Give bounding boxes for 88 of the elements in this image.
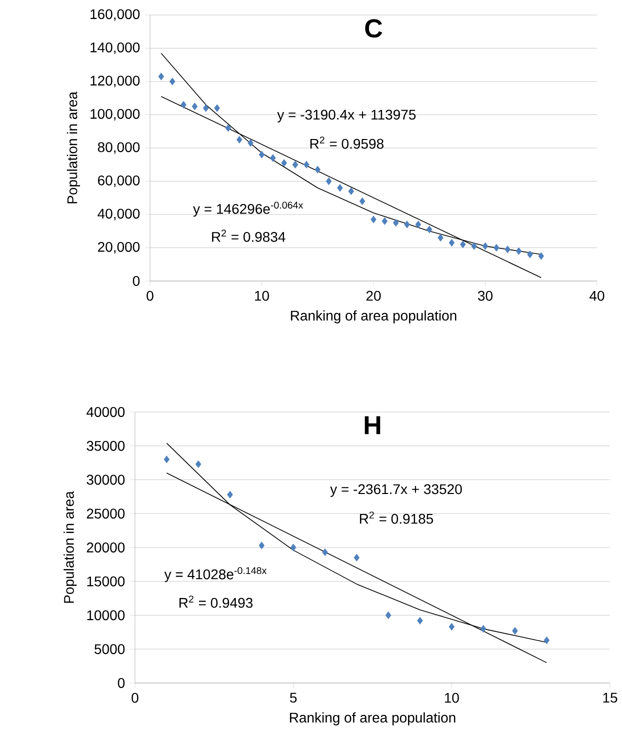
- y-axis-title: Population in area: [63, 491, 76, 603]
- y-tick-label: 35000: [86, 440, 124, 451]
- y-tick-label: 20000: [86, 542, 124, 552]
- y-tick-label: 0: [118, 678, 124, 688]
- y-tick-label: 80,000: [98, 142, 140, 154]
- y-tick-label: 120,000: [90, 76, 140, 88]
- y-tick-label: 140,000: [90, 42, 140, 54]
- point: [225, 124, 231, 132]
- y-tick-label: 40000: [86, 407, 124, 417]
- x-axis-title: Ranking of area population: [290, 310, 456, 324]
- point: [192, 102, 198, 110]
- y-tick-label: 20,000: [98, 242, 140, 254]
- point: [336, 184, 343, 192]
- point: [382, 217, 388, 225]
- point: [247, 139, 254, 147]
- point: [169, 78, 176, 86]
- point: [359, 197, 366, 205]
- y-tick-label: 25000: [86, 508, 124, 519]
- annotation: R$^{2}$ = 0.9834: [212, 230, 286, 242]
- point: [470, 242, 477, 250]
- point: [404, 220, 410, 228]
- y-tick-label: 100,000: [90, 108, 140, 121]
- annotation: R$^{2}$ = 0.9493: [179, 596, 252, 608]
- point: [236, 136, 242, 144]
- point: [512, 627, 518, 635]
- point: [504, 246, 510, 254]
- annotation: R$^{2}$ = 0.9185: [360, 512, 433, 524]
- point: [370, 216, 376, 224]
- annotation: R$^{2}$ = 0.9598: [310, 136, 384, 149]
- point: [214, 104, 220, 112]
- point: [416, 616, 423, 624]
- point: [280, 159, 287, 167]
- point: [448, 622, 454, 631]
- point: [195, 460, 202, 468]
- point: [426, 226, 432, 234]
- point: [538, 252, 544, 260]
- point: [448, 238, 454, 247]
- y-tick-label: 60,000: [98, 175, 140, 188]
- point: [480, 625, 486, 633]
- point: [180, 100, 186, 109]
- point: [437, 234, 444, 242]
- point: [314, 166, 320, 174]
- y-tick-label: 10000: [87, 610, 124, 620]
- annotation: y = 41028e$^{-0.148x}$: [164, 567, 266, 582]
- annotation: y = 146296e$^{-0.064x}$: [192, 202, 303, 217]
- point: [516, 247, 522, 255]
- annotation: y = -2361.7x + 33520: [330, 484, 462, 497]
- chart-title: H: [364, 416, 380, 434]
- point: [290, 544, 296, 552]
- point: [392, 219, 399, 227]
- y-tick-label: 30000: [86, 474, 124, 485]
- y-tick-label: 15000: [87, 576, 124, 586]
- x-tick-label: 10: [444, 692, 459, 703]
- point: [460, 240, 466, 248]
- point: [415, 220, 421, 228]
- point: [164, 456, 170, 464]
- point: [292, 160, 298, 168]
- y-tick-label: 160,000: [90, 9, 140, 21]
- point: [544, 636, 550, 644]
- point: [482, 242, 488, 250]
- y-tick-label: 0: [132, 276, 140, 286]
- x-tick-label: 5: [290, 692, 296, 703]
- y-tick-label: 5000: [94, 644, 124, 654]
- point: [202, 104, 209, 112]
- point: [258, 542, 264, 550]
- x-axis-title: Ranking of area population: [290, 712, 456, 726]
- point: [322, 548, 328, 556]
- x-tick-label: 10: [254, 290, 269, 301]
- point: [258, 150, 264, 158]
- point: [526, 250, 533, 258]
- x-tick-label: 40: [589, 290, 604, 301]
- point: [303, 160, 310, 168]
- annotation: y = -3190.4x + 113975: [276, 110, 416, 122]
- y-tick-label: 40,000: [97, 208, 140, 220]
- point: [354, 554, 360, 562]
- x-tick-label: 30: [478, 290, 492, 301]
- point: [348, 187, 354, 196]
- x-tick-label: 15: [603, 692, 617, 703]
- point: [326, 177, 332, 186]
- x-tick-label: 20: [366, 290, 381, 301]
- point: [270, 154, 276, 162]
- point: [493, 244, 500, 252]
- point: [158, 72, 164, 80]
- point: [385, 611, 392, 620]
- x-tick-label: 0: [146, 290, 154, 301]
- point: [226, 490, 233, 498]
- chart-title: C: [364, 19, 382, 38]
- y-axis-title: Population in area: [66, 92, 80, 204]
